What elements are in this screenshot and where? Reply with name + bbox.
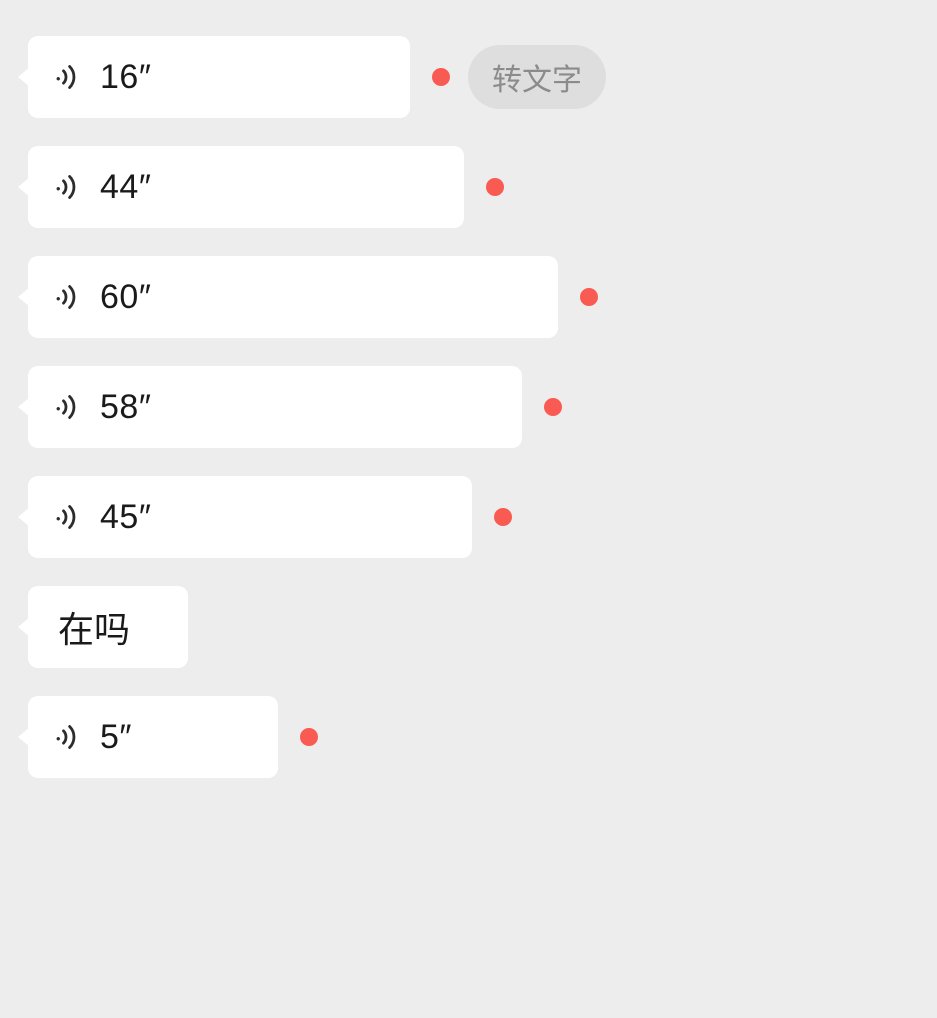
- text-message-row: 在吗: [0, 586, 937, 668]
- audio-icon: [52, 722, 82, 752]
- voice-message-row: 44″: [0, 146, 937, 228]
- voice-duration-label: 5″: [100, 718, 132, 757]
- audio-wave-icon: [53, 283, 81, 311]
- voice-duration-label: 16″: [100, 58, 151, 97]
- audio-icon: [52, 392, 82, 422]
- audio-icon: [52, 172, 82, 202]
- unread-indicator-dot: [494, 508, 512, 526]
- voice-message-row: 16″ 转文字: [0, 36, 937, 118]
- voice-message-bubble[interactable]: 45″: [28, 476, 472, 558]
- voice-message-row: 5″: [0, 696, 937, 778]
- audio-icon: [52, 282, 82, 312]
- voice-message-bubble[interactable]: 5″: [28, 696, 278, 778]
- voice-message-row: 58″: [0, 366, 937, 448]
- audio-icon: [52, 62, 82, 92]
- unread-indicator-dot: [580, 288, 598, 306]
- voice-message-row: 45″: [0, 476, 937, 558]
- transcribe-to-text-button[interactable]: 转文字: [468, 45, 606, 109]
- voice-duration-label: 44″: [100, 168, 151, 207]
- unread-indicator-dot: [544, 398, 562, 416]
- voice-message-bubble[interactable]: 44″: [28, 146, 464, 228]
- chat-message-list: 16″ 转文字 44″ 60″ 58″ 45″ 在吗 5″: [0, 0, 937, 778]
- unread-indicator-dot: [432, 68, 450, 86]
- audio-wave-icon: [53, 63, 81, 91]
- audio-wave-icon: [53, 393, 81, 421]
- unread-indicator-dot: [300, 728, 318, 746]
- voice-duration-label: 58″: [100, 388, 151, 427]
- audio-wave-icon: [53, 503, 81, 531]
- audio-wave-icon: [53, 173, 81, 201]
- voice-duration-label: 45″: [100, 498, 151, 537]
- text-message-bubble[interactable]: 在吗: [28, 586, 188, 668]
- unread-indicator-dot: [486, 178, 504, 196]
- message-text: 在吗: [52, 601, 136, 653]
- audio-icon: [52, 502, 82, 532]
- voice-message-bubble[interactable]: 58″: [28, 366, 522, 448]
- voice-duration-label: 60″: [100, 278, 151, 317]
- voice-message-bubble[interactable]: 16″: [28, 36, 410, 118]
- audio-wave-icon: [53, 723, 81, 751]
- voice-message-bubble[interactable]: 60″: [28, 256, 558, 338]
- voice-message-row: 60″: [0, 256, 937, 338]
